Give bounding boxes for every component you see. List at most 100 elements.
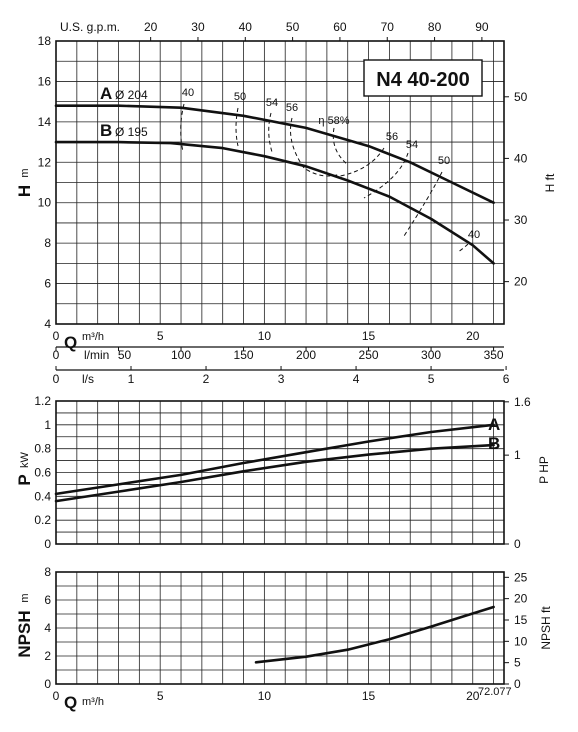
hft-tick-label: 20 bbox=[514, 275, 528, 289]
q-m3h-tick-label: 20 bbox=[466, 329, 480, 343]
head-curve-a bbox=[54, 104, 495, 204]
npsh-tick-label: 6 bbox=[44, 593, 51, 607]
lmin-tick-label: 0 bbox=[53, 348, 60, 362]
head-tick-label: 6 bbox=[44, 277, 51, 291]
npsh-curve bbox=[254, 605, 495, 664]
efficiency-label: 40 bbox=[182, 87, 194, 99]
efficiency-label: 56 bbox=[286, 102, 298, 114]
gpm-tick-label: 70 bbox=[381, 20, 395, 34]
efficiency-label: 54 bbox=[266, 97, 278, 109]
nft-tick-label: 0 bbox=[514, 677, 521, 691]
gpm-tick-label: 90 bbox=[475, 20, 489, 34]
q-m3h-tick-label: 10 bbox=[258, 329, 272, 343]
power-axis-unit: kW bbox=[19, 451, 31, 468]
ls-tick-label: 2 bbox=[203, 372, 210, 386]
npsh-grid bbox=[56, 572, 504, 684]
power-label-b: B bbox=[488, 434, 500, 453]
head-tick-label: 8 bbox=[44, 236, 51, 250]
php-tick-label: 1 bbox=[514, 448, 521, 462]
q-m3h-tick-label: 0 bbox=[53, 329, 60, 343]
power-axis-label: PkW bbox=[15, 451, 34, 485]
ls-tick-label: 4 bbox=[353, 372, 360, 386]
npsh-axis-letter: NPSH bbox=[15, 610, 34, 657]
npsh-grid-frame bbox=[55, 571, 505, 685]
efficiency-label: 56 bbox=[386, 131, 398, 143]
nft-tick-label: 10 bbox=[514, 634, 528, 648]
head-tick-label: 10 bbox=[38, 196, 52, 210]
title-box bbox=[363, 59, 483, 97]
efficiency-label: 50 bbox=[234, 91, 246, 103]
nft-tick-label: 25 bbox=[514, 570, 528, 584]
efficiency-line bbox=[403, 171, 443, 237]
power-curve-b bbox=[54, 443, 495, 503]
lmin-tick-label: 250 bbox=[359, 348, 379, 362]
head-curve-b bbox=[54, 140, 495, 265]
lmin-tick-label: 200 bbox=[296, 348, 316, 362]
npsh-tick-label: 4 bbox=[44, 621, 51, 635]
head-axis-unit: m bbox=[19, 168, 31, 177]
npsh-ft-axis-text: NPSH ft bbox=[539, 606, 553, 650]
q-bottom-tick-label: 0 bbox=[53, 689, 60, 703]
lmin-tick-label: 300 bbox=[421, 348, 441, 362]
q-axis-letter: Q bbox=[64, 333, 77, 352]
power-label-a: A bbox=[488, 415, 500, 434]
power-tick-label: 0 bbox=[44, 537, 51, 551]
npsh-axis-unit: m bbox=[19, 593, 31, 602]
q-m3h-tick-label: 15 bbox=[362, 329, 376, 343]
power-tick-label: 0.4 bbox=[34, 489, 51, 503]
nft-tick-label: 15 bbox=[514, 613, 528, 627]
impeller-b-diameter: Ø 195 bbox=[115, 125, 148, 139]
efficiency-label: η 58% bbox=[318, 115, 349, 127]
q-bottom-tick-label: 20 bbox=[466, 689, 480, 703]
efficiency-line bbox=[180, 103, 185, 153]
efficiency-label: 50 bbox=[438, 155, 450, 167]
gpm-tick-label: 20 bbox=[144, 20, 158, 34]
chart-title: N4 40-200 bbox=[376, 69, 469, 91]
head-ft-axis-label: H ft bbox=[543, 173, 557, 192]
ls-tick-label: 0 bbox=[53, 372, 60, 386]
lmin-tick-label: 150 bbox=[234, 348, 254, 362]
power-hp-axis-text: P HP bbox=[537, 456, 551, 484]
gpm-tick-label: 40 bbox=[239, 20, 253, 34]
hft-tick-label: 30 bbox=[514, 213, 528, 227]
ls-tick-label: 5 bbox=[428, 372, 435, 386]
impeller-a-diameter: Ø 204 bbox=[115, 88, 148, 102]
power-tick-label: 0.6 bbox=[34, 466, 51, 480]
hft-tick-label: 40 bbox=[514, 151, 528, 165]
efficiency-line bbox=[235, 107, 239, 147]
npsh-tick-label: 8 bbox=[44, 565, 51, 579]
head-axis-label: Hm bbox=[15, 168, 34, 197]
gpm-axis-label: U.S. g.p.m. bbox=[60, 20, 120, 34]
impeller-a-letter: A bbox=[100, 84, 112, 103]
php-tick-label: 1.6 bbox=[514, 395, 531, 409]
head-tick-label: 14 bbox=[38, 115, 52, 129]
gpm-tick-label: 30 bbox=[191, 20, 205, 34]
power-curve-a bbox=[54, 423, 495, 496]
q-bottom-tick-label: 10 bbox=[258, 689, 272, 703]
power-tick-label: 0.2 bbox=[34, 513, 51, 527]
ls-tick-label: 6 bbox=[503, 372, 510, 386]
nft-tick-label: 5 bbox=[514, 656, 521, 670]
gpm-tick-label: 50 bbox=[286, 20, 300, 34]
lmin-tick-label: 350 bbox=[484, 348, 504, 362]
q-bottom-axis-letter: Q bbox=[64, 693, 77, 712]
lmin-axis-label: l/min bbox=[84, 348, 109, 362]
efficiency-line bbox=[290, 117, 341, 177]
lmin-tick-label: 50 bbox=[118, 348, 132, 362]
q-bottom-tick-label: 5 bbox=[157, 689, 164, 703]
head-axis-letter: H bbox=[15, 185, 34, 197]
npsh-axis-label: NPSH m bbox=[15, 593, 34, 657]
power-tick-label: 1.2 bbox=[34, 394, 51, 408]
ls-tick-label: 3 bbox=[278, 372, 285, 386]
efficiency-label: 40 bbox=[468, 229, 480, 241]
nft-tick-label: 20 bbox=[514, 592, 528, 606]
impeller-b-letter: B bbox=[100, 121, 112, 140]
head-tick-label: 4 bbox=[44, 317, 51, 331]
power-grid-frame bbox=[55, 400, 505, 545]
efficiency-line bbox=[363, 152, 409, 199]
gpm-tick-label: 60 bbox=[333, 20, 347, 34]
head-tick-label: 16 bbox=[38, 74, 52, 88]
power-grid bbox=[56, 401, 504, 544]
